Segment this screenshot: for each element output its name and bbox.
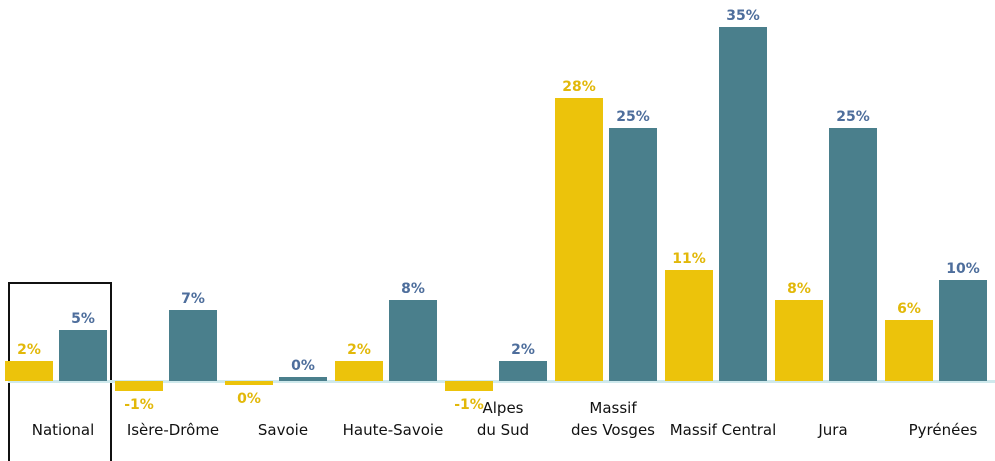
value-label: 7% [181, 291, 205, 308]
value-label: 2% [347, 341, 371, 358]
baseline [8, 380, 995, 383]
bar [939, 279, 987, 381]
value-label: 25% [836, 109, 870, 126]
bar [335, 360, 383, 381]
bar [389, 299, 437, 381]
bar [445, 380, 493, 391]
value-label: 8% [401, 280, 425, 297]
x-tick-label: Alpes du Sud [476, 399, 530, 439]
value-label: 0% [237, 390, 261, 407]
value-label: 6% [897, 301, 921, 318]
bar [665, 269, 713, 381]
bar [5, 360, 53, 381]
value-label: -1% [124, 396, 154, 413]
value-label: 11% [672, 250, 706, 267]
value-label: -1% [454, 396, 484, 413]
x-tick-label: Jura [818, 421, 848, 439]
bar [59, 330, 107, 381]
value-label: 35% [726, 8, 760, 25]
value-label: 0% [291, 357, 315, 374]
bar [225, 380, 273, 385]
value-label: 28% [562, 78, 596, 95]
x-tick-label: Isère-Drôme [126, 421, 220, 439]
value-label: 10% [946, 260, 980, 277]
value-label: 8% [787, 280, 811, 297]
bar [279, 376, 327, 381]
bar [775, 299, 823, 381]
x-tick-label: Savoie [257, 421, 309, 439]
x-tick-label: Haute-Savoie [342, 421, 444, 439]
x-tick-label: Massif des Vosges [571, 399, 655, 439]
bar [115, 380, 163, 391]
bar [829, 128, 877, 381]
bar [169, 310, 217, 381]
value-label: 2% [17, 341, 41, 358]
bar [719, 27, 767, 381]
x-tick-label: Massif Central [669, 421, 777, 439]
value-label: 25% [616, 109, 650, 126]
value-label: 2% [511, 341, 535, 358]
bar [885, 320, 933, 381]
x-tick-label: Pyrénées [908, 421, 978, 439]
bar [499, 360, 547, 381]
value-label: 5% [71, 311, 95, 328]
bar [609, 128, 657, 381]
bar [555, 97, 603, 381]
x-tick-label: National [31, 421, 95, 439]
